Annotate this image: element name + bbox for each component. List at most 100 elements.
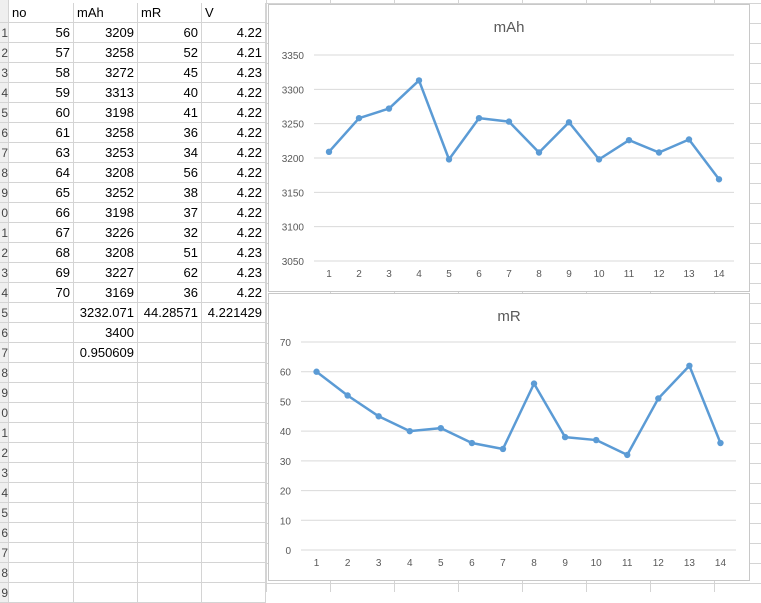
sheet-cell[interactable]: 3208 [74,163,138,183]
sheet-cell[interactable]: 37 [138,203,202,223]
row-header[interactable]: 3 [0,463,9,483]
sheet-cell-empty[interactable] [202,403,266,423]
sheet-cell[interactable]: 4.22 [202,143,266,163]
sheet-cell-empty[interactable] [202,523,266,543]
sheet-cell-empty[interactable] [74,383,138,403]
sheet-cell[interactable]: 36 [138,123,202,143]
sheet-cell[interactable]: 58 [9,63,74,83]
sheet-cell-empty[interactable] [9,503,74,523]
sheet-cell[interactable]: 3208 [74,243,138,263]
sheet-cell[interactable]: no [9,3,74,23]
row-header[interactable]: 8 [0,163,9,183]
sheet-cell[interactable]: 56 [9,23,74,43]
sheet-cell[interactable]: 4.221429 [202,303,266,323]
sheet-cell-empty[interactable] [138,403,202,423]
sheet-cell[interactable]: 3198 [74,203,138,223]
row-header[interactable]: 2 [0,43,9,63]
row-header[interactable]: 4 [0,283,9,303]
sheet-cell[interactable]: 44.28571 [138,303,202,323]
sheet-cell[interactable]: 4.23 [202,243,266,263]
sheet-cell-empty[interactable] [138,503,202,523]
row-header[interactable]: 1 [0,223,9,243]
sheet-cell[interactable] [138,323,202,343]
sheet-cell-empty[interactable] [202,543,266,563]
sheet-cell[interactable] [9,303,74,323]
sheet-cell-empty[interactable] [138,443,202,463]
sheet-cell[interactable]: 62 [138,263,202,283]
sheet-cell-empty[interactable] [138,583,202,603]
sheet-cell[interactable]: 45 [138,63,202,83]
sheet-cell-empty[interactable] [9,483,74,503]
sheet-cell[interactable]: 51 [138,243,202,263]
row-header[interactable]: 9 [0,183,9,203]
sheet-cell-empty[interactable] [9,363,74,383]
sheet-cell[interactable]: 66 [9,203,74,223]
sheet-cell[interactable]: mR [138,3,202,23]
row-header[interactable]: 9 [0,383,9,403]
sheet-cell[interactable] [202,323,266,343]
sheet-cell[interactable]: 4.22 [202,83,266,103]
sheet-cell[interactable]: 3169 [74,283,138,303]
row-header[interactable]: 3 [0,63,9,83]
sheet-cell[interactable]: 67 [9,223,74,243]
sheet-cell[interactable]: 61 [9,123,74,143]
sheet-cell-empty[interactable] [9,523,74,543]
sheet-cell-empty[interactable] [74,523,138,543]
sheet-cell[interactable]: 4.22 [202,103,266,123]
sheet-cell-empty[interactable] [138,563,202,583]
row-header[interactable]: 5 [0,503,9,523]
sheet-cell[interactable]: 4.23 [202,263,266,283]
row-header[interactable]: 8 [0,363,9,383]
row-header[interactable]: 1 [0,23,9,43]
sheet-cell[interactable]: 57 [9,43,74,63]
sheet-cell[interactable]: 3226 [74,223,138,243]
sheet-cell[interactable]: 3227 [74,263,138,283]
sheet-cell[interactable]: 0.950609 [74,343,138,363]
sheet-cell-empty[interactable] [202,463,266,483]
sheet-cell[interactable] [9,323,74,343]
sheet-cell[interactable]: 3313 [74,83,138,103]
sheet-cell-empty[interactable] [202,563,266,583]
row-header[interactable]: 6 [0,523,9,543]
sheet-cell-empty[interactable] [74,363,138,383]
row-header[interactable]: 2 [0,443,9,463]
sheet-cell-empty[interactable] [138,423,202,443]
sheet-cell-empty[interactable] [138,383,202,403]
sheet-cell[interactable]: 52 [138,43,202,63]
mah-chart[interactable]: mAh 3050 3100 3150 3200 3250 3300 3350 1 2 3 4 5 6 7 8… [268,4,750,292]
sheet-cell[interactable]: 3209 [74,23,138,43]
sheet-cell-empty[interactable] [9,583,74,603]
sheet-cell[interactable]: 68 [9,243,74,263]
sheet-cell[interactable]: 60 [138,23,202,43]
sheet-cell-empty[interactable] [202,503,266,523]
sheet-cell[interactable]: 69 [9,263,74,283]
sheet-cell[interactable]: 3400 [74,323,138,343]
sheet-cell[interactable] [202,343,266,363]
sheet-cell-empty[interactable] [9,423,74,443]
sheet-cell-empty[interactable] [74,503,138,523]
mr-chart[interactable]: mR 0 10 20 30 40 50 60 70 1 2 3 4 5 6 7 8 9 10 11 12 13 14 [268,293,750,581]
sheet-cell[interactable]: 63 [9,143,74,163]
row-header[interactable]: 8 [0,563,9,583]
sheet-cell-empty[interactable] [74,443,138,463]
sheet-cell[interactable]: 59 [9,83,74,103]
sheet-cell[interactable]: 56 [138,163,202,183]
row-header[interactable]: 6 [0,123,9,143]
sheet-cell-empty[interactable] [138,463,202,483]
sheet-cell-empty[interactable] [74,403,138,423]
sheet-cell[interactable]: 4.22 [202,283,266,303]
sheet-cell[interactable]: 34 [138,143,202,163]
row-header[interactable]: 6 [0,323,9,343]
sheet-cell[interactable]: 36 [138,283,202,303]
row-header[interactable]: 0 [0,403,9,423]
sheet-cell-empty[interactable] [202,363,266,383]
sheet-cell-empty[interactable] [202,443,266,463]
sheet-cell[interactable]: 3252 [74,183,138,203]
sheet-cell[interactable] [138,343,202,363]
row-header[interactable]: 0 [0,203,9,223]
sheet-cell-empty[interactable] [74,543,138,563]
sheet-cell[interactable]: 4.22 [202,123,266,143]
row-header[interactable]: 7 [0,543,9,563]
sheet-cell[interactable]: 3258 [74,43,138,63]
sheet-cell[interactable]: 3258 [74,123,138,143]
